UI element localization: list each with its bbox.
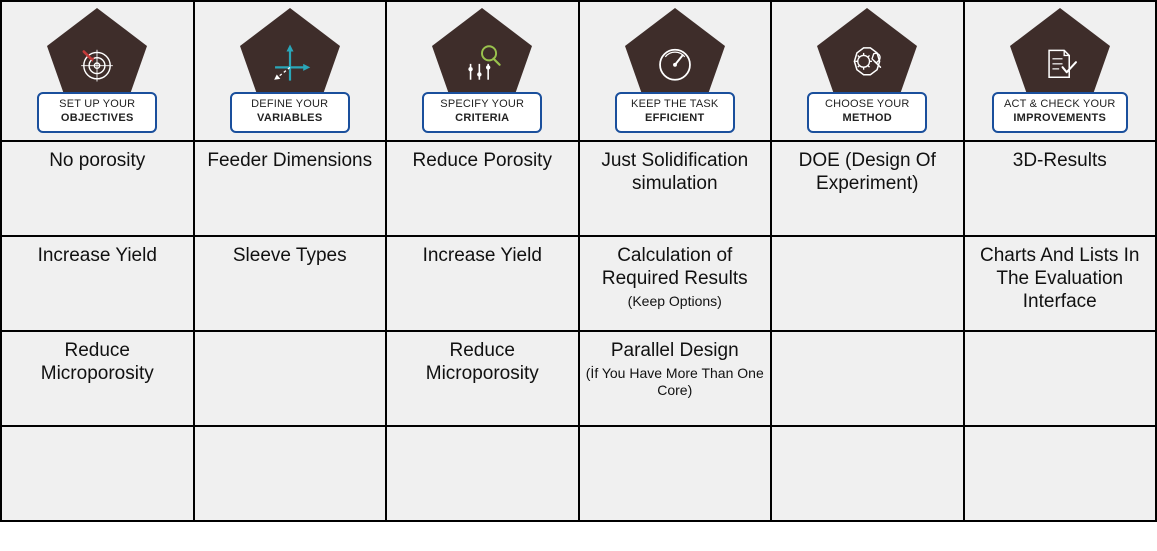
table-cell: Reduce Microporosity <box>386 331 579 426</box>
table-cell: No porosity <box>1 141 194 236</box>
cell-text: No porosity <box>49 150 145 173</box>
header-method: CHOOSE YOUR METHOD <box>771 1 964 141</box>
cell-text: Just Solidification simulation <box>586 150 765 196</box>
header-line1: SET UP YOUR <box>49 98 145 112</box>
header-line1: CHOOSE YOUR <box>819 98 915 112</box>
header-objectives: SET UP YOUR OBJECTIVES <box>1 1 194 141</box>
cell-subtext: (İf You Have More Than One Core) <box>586 365 765 399</box>
header-efficient: KEEP THE TASK EFFICIENT <box>579 1 772 141</box>
pentagon-variables <box>240 8 340 100</box>
header-line1: DEFINE YOUR <box>242 98 338 112</box>
table-cell <box>194 331 387 426</box>
header-criteria: SPECIFY YOUR CRITERIA <box>386 1 579 141</box>
cell-text: Reduce Microporosity <box>393 340 572 386</box>
process-table: SET UP YOUR OBJECTIVES DEFINE YOUR VARIA… <box>0 0 1157 522</box>
table-cell <box>771 426 964 521</box>
table-cell <box>194 426 387 521</box>
header-line2: CRITERIA <box>434 112 530 126</box>
cell-text: Reduce Microporosity <box>8 340 187 386</box>
header-line2: METHOD <box>819 112 915 126</box>
cell-text: Sleeve Types <box>233 245 347 268</box>
cell-text: Feeder Dimensions <box>207 150 372 173</box>
table-cell: Charts And Lists In The Evaluation Inter… <box>964 236 1157 331</box>
header-line2: VARIABLES <box>242 112 338 126</box>
cell-text: 3D-Results <box>1013 150 1107 173</box>
table-cell <box>771 331 964 426</box>
table-cell <box>1 426 194 521</box>
table-cell: Sleeve Types <box>194 236 387 331</box>
header-line1: KEEP THE TASK <box>627 98 723 112</box>
table-cell: Feeder Dimensions <box>194 141 387 236</box>
header-label-variables: DEFINE YOUR VARIABLES <box>230 92 350 133</box>
header-label-criteria: SPECIFY YOUR CRITERIA <box>422 92 542 133</box>
table-cell: Increase Yield <box>1 236 194 331</box>
header-label-method: CHOOSE YOUR METHOD <box>807 92 927 133</box>
header-line1: ACT & CHECK YOUR <box>1004 98 1116 112</box>
checklist-icon <box>1035 38 1085 88</box>
table-cell: 3D-Results <box>964 141 1157 236</box>
table-cell: Reduce Microporosity <box>1 331 194 426</box>
table-cell <box>964 331 1157 426</box>
pentagon-objectives <box>47 8 147 100</box>
table-cell: Just Solidification simulation <box>579 141 772 236</box>
header-line2: IMPROVEMENTS <box>1004 112 1116 126</box>
header-variables: DEFINE YOUR VARIABLES <box>194 1 387 141</box>
cell-text: Increase Yield <box>38 245 157 268</box>
pentagon-efficient <box>625 8 725 100</box>
gear-icon <box>842 38 892 88</box>
gauge-icon <box>650 38 700 88</box>
pentagon-criteria <box>432 8 532 100</box>
cell-text: DOE (Design Of Experiment) <box>778 150 957 196</box>
target-icon <box>72 38 122 88</box>
table-cell: Increase Yield <box>386 236 579 331</box>
header-line2: EFFICIENT <box>627 112 723 126</box>
table-cell: Calculation of Required Results (Keep Op… <box>579 236 772 331</box>
table-cell <box>964 426 1157 521</box>
cell-text: Calculation of Required Results <box>586 245 765 291</box>
cell-text: Parallel Design <box>611 340 739 363</box>
cell-text: Increase Yield <box>423 245 542 268</box>
cell-subtext: (Keep Options) <box>628 293 722 310</box>
axes-icon <box>265 38 315 88</box>
header-label-objectives: SET UP YOUR OBJECTIVES <box>37 92 157 133</box>
table-cell <box>579 426 772 521</box>
header-label-efficient: KEEP THE TASK EFFICIENT <box>615 92 735 133</box>
table-cell: Parallel Design (İf You Have More Than O… <box>579 331 772 426</box>
table-cell: DOE (Design Of Experiment) <box>771 141 964 236</box>
header-line1: SPECIFY YOUR <box>434 98 530 112</box>
table-cell <box>386 426 579 521</box>
pentagon-method <box>817 8 917 100</box>
header-improvements: ACT & CHECK YOUR IMPROVEMENTS <box>964 1 1157 141</box>
cell-text: Charts And Lists In The Evaluation Inter… <box>971 245 1150 313</box>
table-cell: Reduce Porosity <box>386 141 579 236</box>
table-cell <box>771 236 964 331</box>
cell-text: Reduce Porosity <box>413 150 552 173</box>
pentagon-improvements <box>1010 8 1110 100</box>
sliders-icon <box>457 38 507 88</box>
header-label-improvements: ACT & CHECK YOUR IMPROVEMENTS <box>992 92 1128 133</box>
header-line2: OBJECTIVES <box>49 112 145 126</box>
